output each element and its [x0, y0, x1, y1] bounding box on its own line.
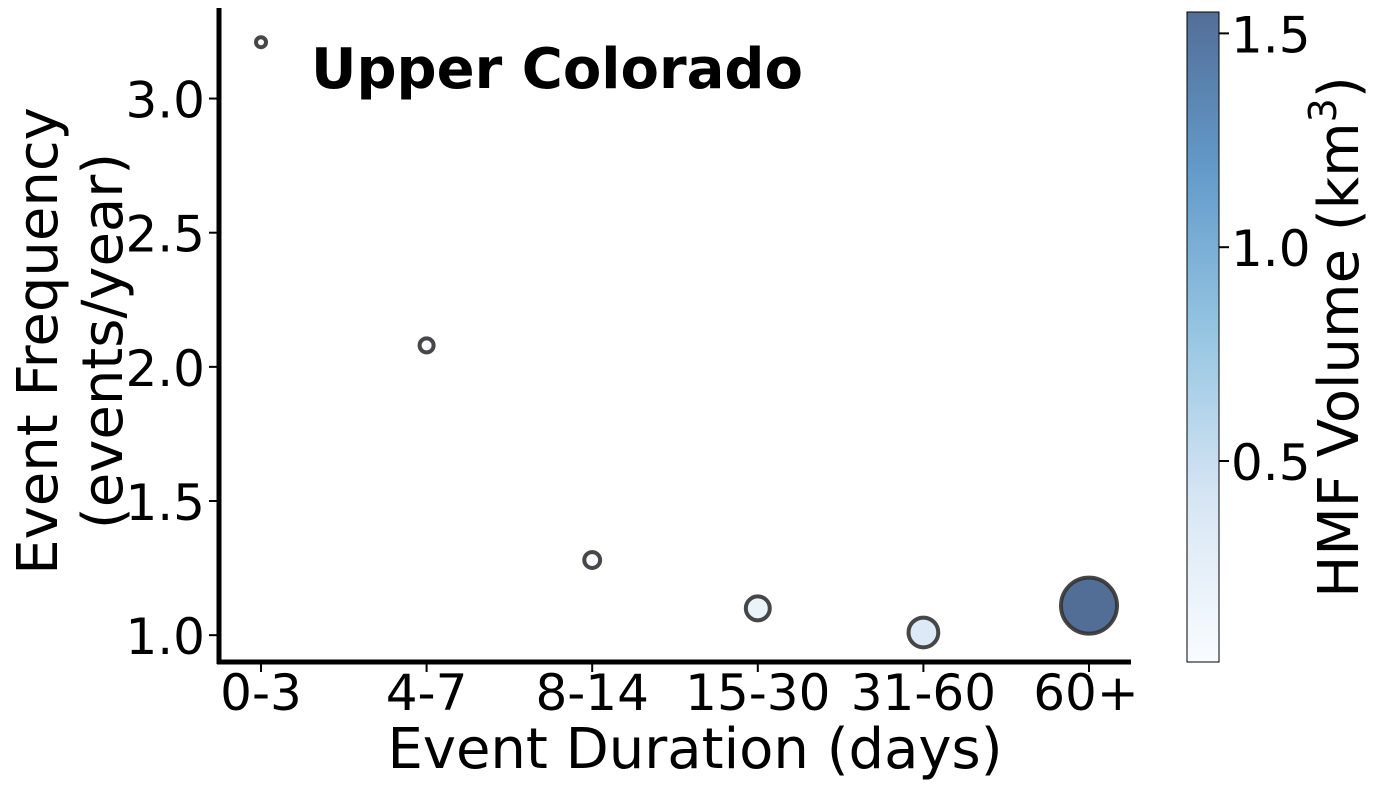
x-tick-label: 31-60 — [851, 664, 996, 722]
x-tick-label: 8-14 — [535, 664, 648, 722]
y-axis-ticks: 1.0 1.5 2.0 2.5 3.0 — [125, 72, 219, 666]
colorbar-gradient — [1186, 11, 1220, 663]
y-axis-label-line2: (events/year) — [71, 153, 136, 529]
x-tick-label: 15-30 — [685, 664, 830, 722]
colorbar-tick-label: 0.5 — [1231, 434, 1311, 492]
x-axis-label: Event Duration (days) — [387, 717, 1002, 782]
y-tick-label: 1.0 — [125, 608, 205, 666]
data-point — [743, 594, 772, 623]
chart-title: Upper Colorado — [311, 37, 803, 102]
y-axis-label-line1: Event Frequency — [6, 107, 71, 575]
colorbar-label-prefix: HMF Volume (km — [1307, 122, 1372, 597]
colorbar-label-sup: 3 — [1301, 98, 1345, 122]
colorbar-ticks: 0.5 1.0 1.5 — [1219, 6, 1311, 492]
y-tick-label: 2.0 — [125, 340, 205, 398]
data-point — [1059, 575, 1119, 636]
data-points — [253, 35, 1119, 650]
colorbar-tick-label: 1.0 — [1231, 220, 1311, 278]
data-point — [253, 35, 269, 50]
data-point — [417, 336, 436, 355]
y-tick-label: 3.0 — [125, 72, 205, 130]
y-tick-label: 1.5 — [125, 474, 205, 532]
x-tick-label: 0-3 — [220, 664, 302, 722]
colorbar-label-suffix: ) — [1307, 76, 1372, 98]
colorbar: 0.5 1.0 1.5 HMF Volume (km3) — [1186, 6, 1372, 663]
colorbar-tick-label: 1.5 — [1231, 6, 1311, 64]
x-tick-label: 4-7 — [386, 664, 468, 722]
y-tick-label: 2.5 — [125, 206, 205, 264]
colorbar-label: HMF Volume (km3) — [1301, 76, 1372, 597]
x-axis-ticks: 0-3 4-7 8-14 15-30 31-60 60+ — [220, 662, 1139, 722]
plot-area — [216, 8, 1131, 665]
data-point — [906, 615, 941, 650]
y-axis-label: Event Frequency (events/year) — [6, 107, 136, 575]
x-tick-label: 60+ — [1033, 664, 1139, 722]
data-point — [582, 550, 603, 570]
